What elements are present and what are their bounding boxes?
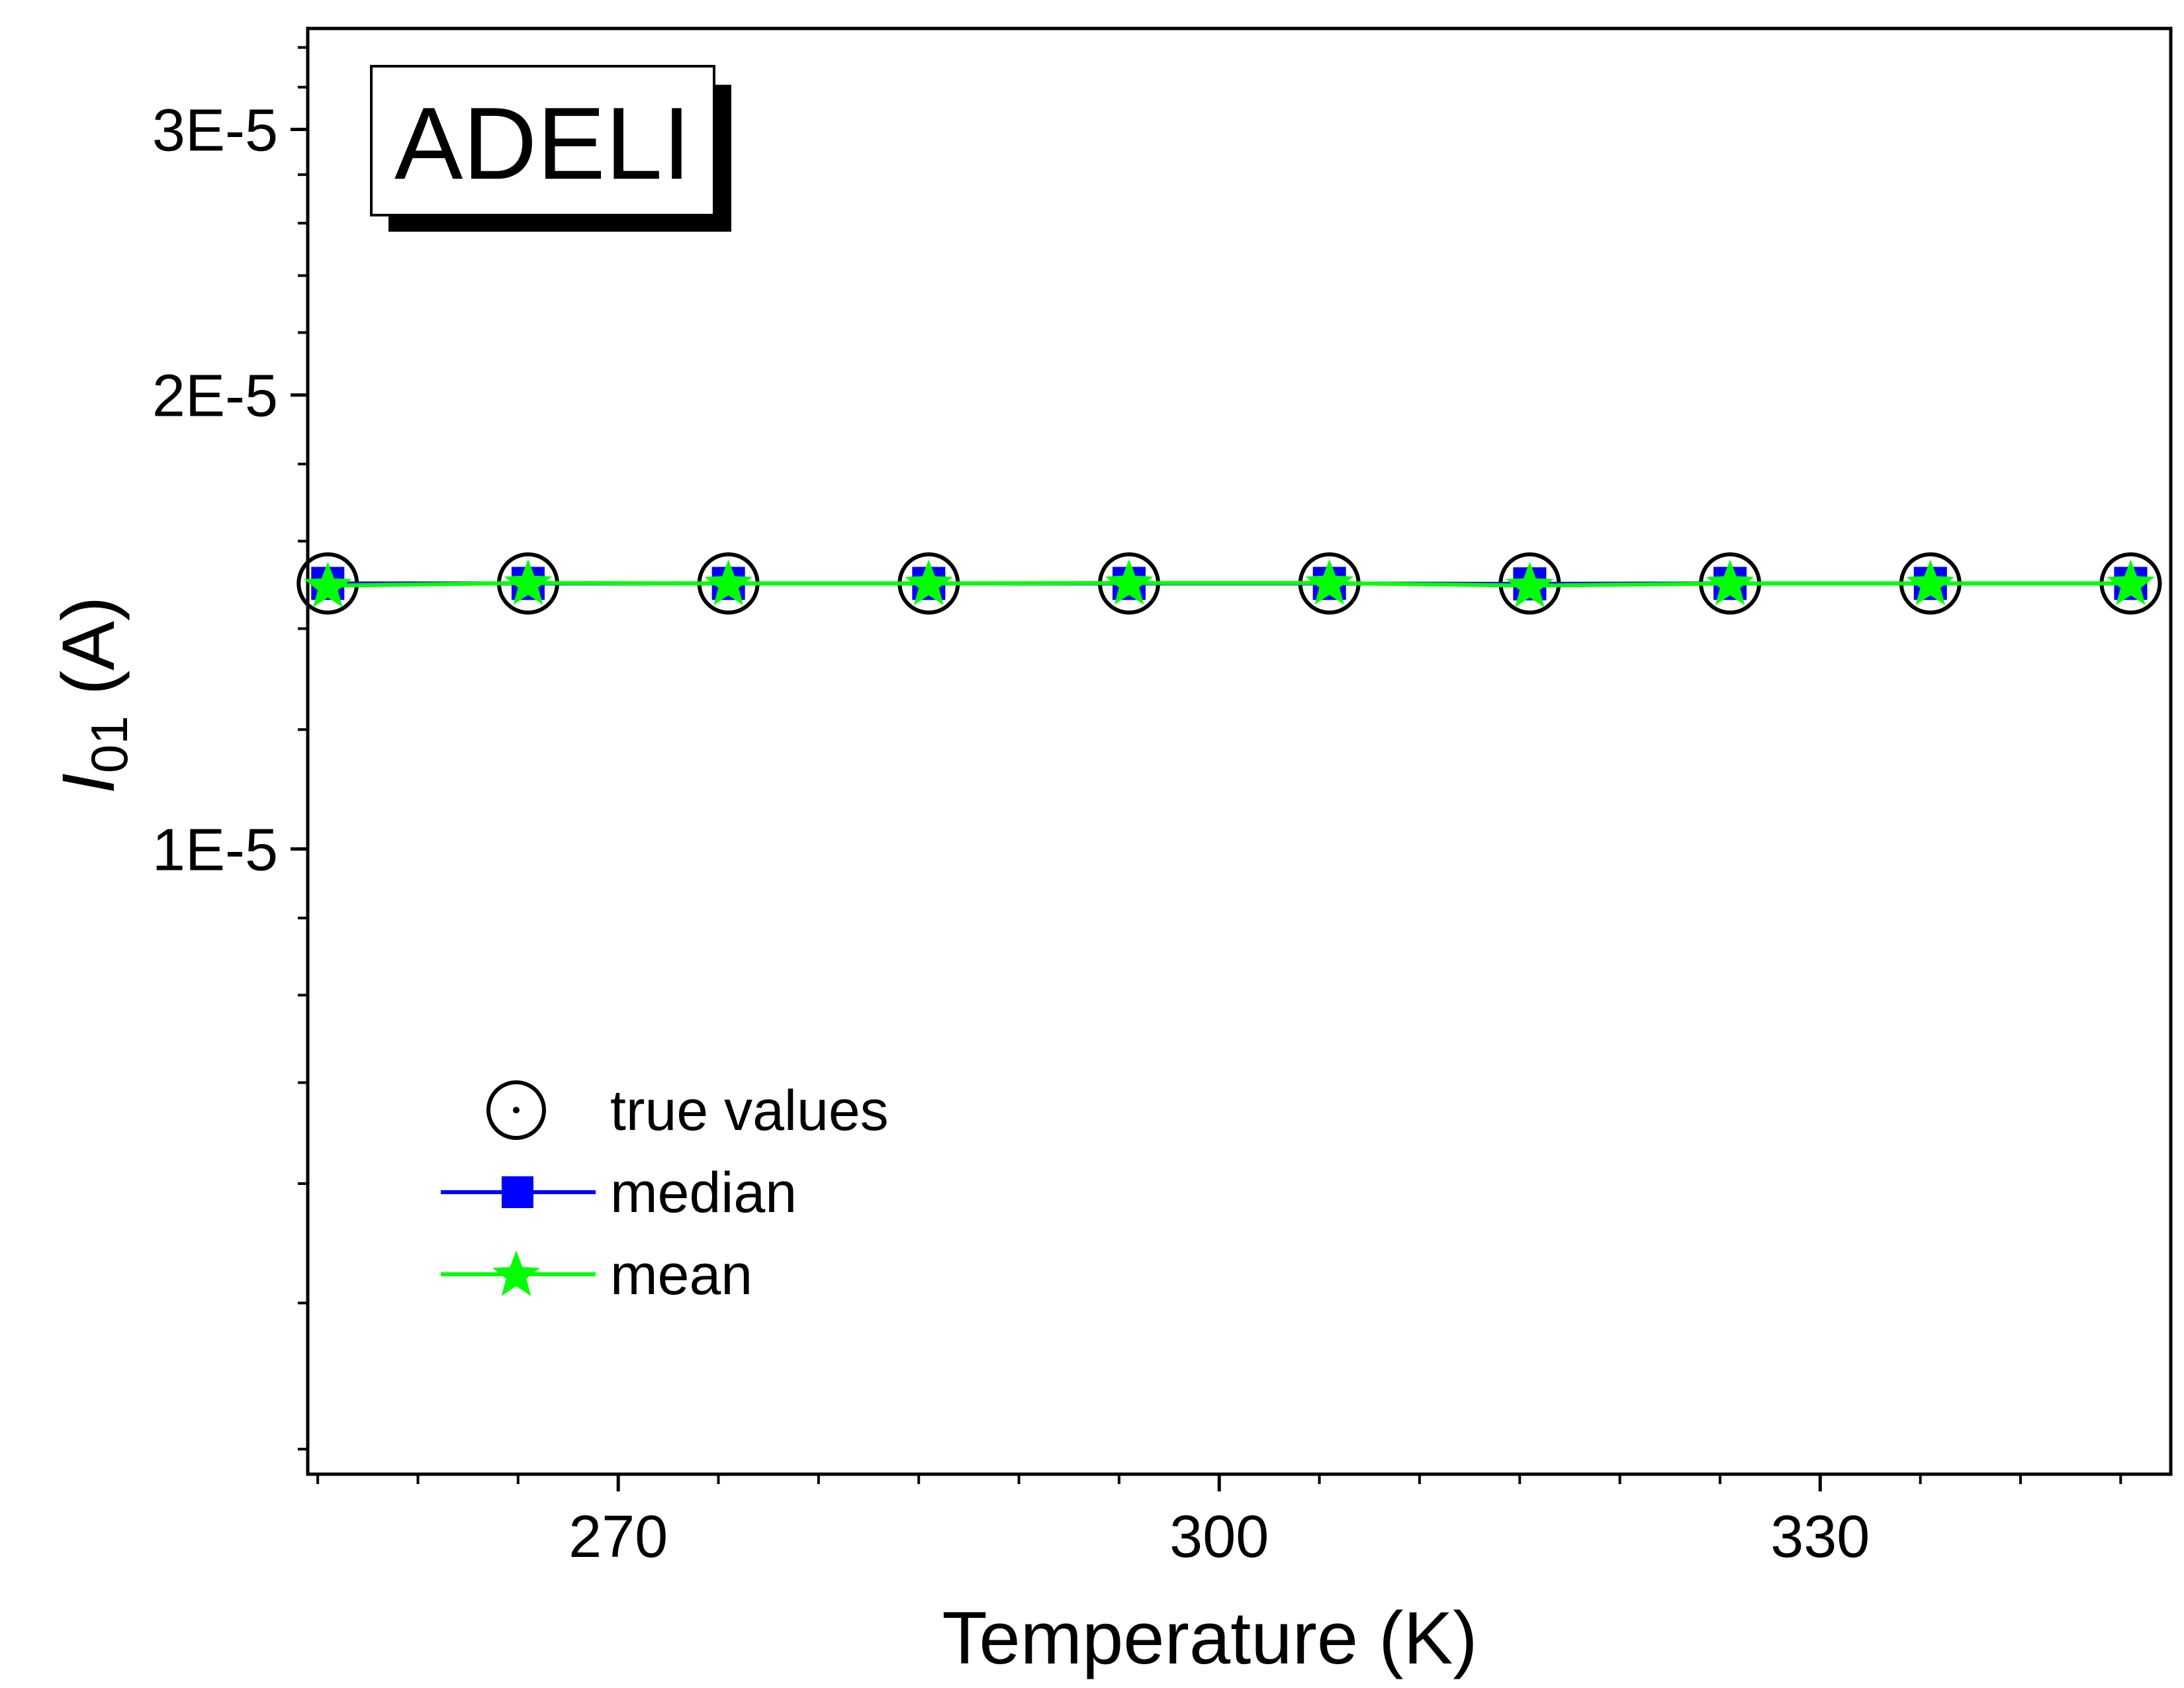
legend-item-mean: mean <box>441 1243 752 1307</box>
plot-frame <box>306 26 2173 1476</box>
data-point-star <box>1105 559 1154 605</box>
legend-item-median: median <box>441 1161 797 1225</box>
series-line <box>328 581 2131 588</box>
data-point-star <box>1506 561 1554 608</box>
series-layer <box>296 552 2162 615</box>
data-point-star <box>2107 559 2155 606</box>
legend: true values median mean <box>441 1079 889 1307</box>
legend-label: mean <box>610 1243 752 1307</box>
data-point-star <box>1305 559 1353 605</box>
legend-marker-circle <box>486 1080 546 1140</box>
data-point-star <box>905 559 953 606</box>
y-axis-label: I01 (A) <box>47 596 138 794</box>
badge-text: ADELI <box>394 86 691 201</box>
chart-badge: ADELI <box>370 65 731 232</box>
data-point-star <box>304 561 352 608</box>
legend-label: median <box>610 1161 797 1225</box>
x-tick-label: 330 <box>1770 1504 1870 1570</box>
data-point-star <box>704 559 752 606</box>
legend-item-true-values: true values <box>486 1079 889 1143</box>
axis-ticks <box>291 46 2122 1491</box>
legend-marker-square <box>502 1176 533 1208</box>
data-point-star <box>1906 559 1954 606</box>
legend-label: true values <box>610 1079 889 1143</box>
x-axis-label: Temperature (K) <box>942 1597 1477 1679</box>
series-mean <box>304 559 2155 608</box>
tick-labels: 270 300 330 1E-5 2E-5 3E-5 <box>152 98 1870 1570</box>
data-point-star <box>504 559 553 605</box>
x-tick-label: 270 <box>569 1504 668 1570</box>
data-point-star <box>1706 559 1754 606</box>
y-tick-label: 3E-5 <box>152 98 278 164</box>
y-tick-label: 2E-5 <box>152 363 278 430</box>
y-tick-label: 1E-5 <box>152 818 278 884</box>
legend-marker-dot <box>513 1107 520 1113</box>
legend-marker-star <box>492 1250 541 1296</box>
x-tick-label: 300 <box>1169 1504 1269 1570</box>
